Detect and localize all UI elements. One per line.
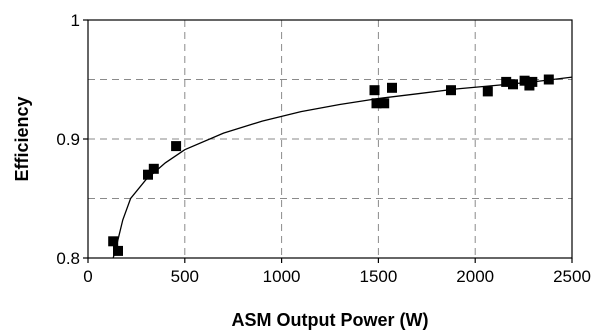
x-tick-label: 1500 — [359, 267, 397, 286]
y-tick-label: 0.9 — [56, 130, 80, 149]
data-point-marker — [543, 74, 554, 85]
axis-ticks — [83, 19, 573, 263]
fit-curve-group — [112, 76, 573, 259]
data-point-marker — [501, 76, 512, 87]
y-axis-title: Efficiency — [12, 96, 32, 181]
x-tick-label: 1000 — [263, 267, 301, 286]
x-tick-label: 2000 — [456, 267, 494, 286]
data-point-marker — [369, 85, 380, 96]
x-tick-label: 500 — [171, 267, 199, 286]
data-point-marker — [527, 76, 538, 87]
y-tick-labels: 0.8 0.9 1 — [56, 11, 80, 268]
data-point-marker — [143, 169, 153, 180]
data-point-marker — [371, 98, 382, 109]
y-tick-label: 0.8 — [56, 249, 80, 268]
x-tick-label: 0 — [83, 267, 92, 286]
x-tick-labels: 0 500 1000 1500 2000 2500 — [83, 267, 591, 286]
grid-lines — [88, 20, 572, 258]
data-point-marker — [379, 98, 390, 109]
data-point-marker — [446, 85, 456, 96]
data-point-marker — [113, 245, 123, 256]
x-tick-label: 2500 — [553, 267, 591, 286]
x-axis-title: ASM Output Power (W) — [232, 310, 429, 330]
data-point-marker — [108, 236, 119, 247]
data-point-marker — [482, 86, 493, 97]
data-point-marker — [387, 82, 397, 93]
fit-curve — [112, 76, 573, 259]
data-point-marker — [148, 163, 159, 174]
data-point-marker — [171, 141, 182, 152]
data-points — [108, 74, 554, 256]
data-point-marker — [508, 79, 518, 90]
y-tick-label: 1 — [71, 11, 80, 30]
